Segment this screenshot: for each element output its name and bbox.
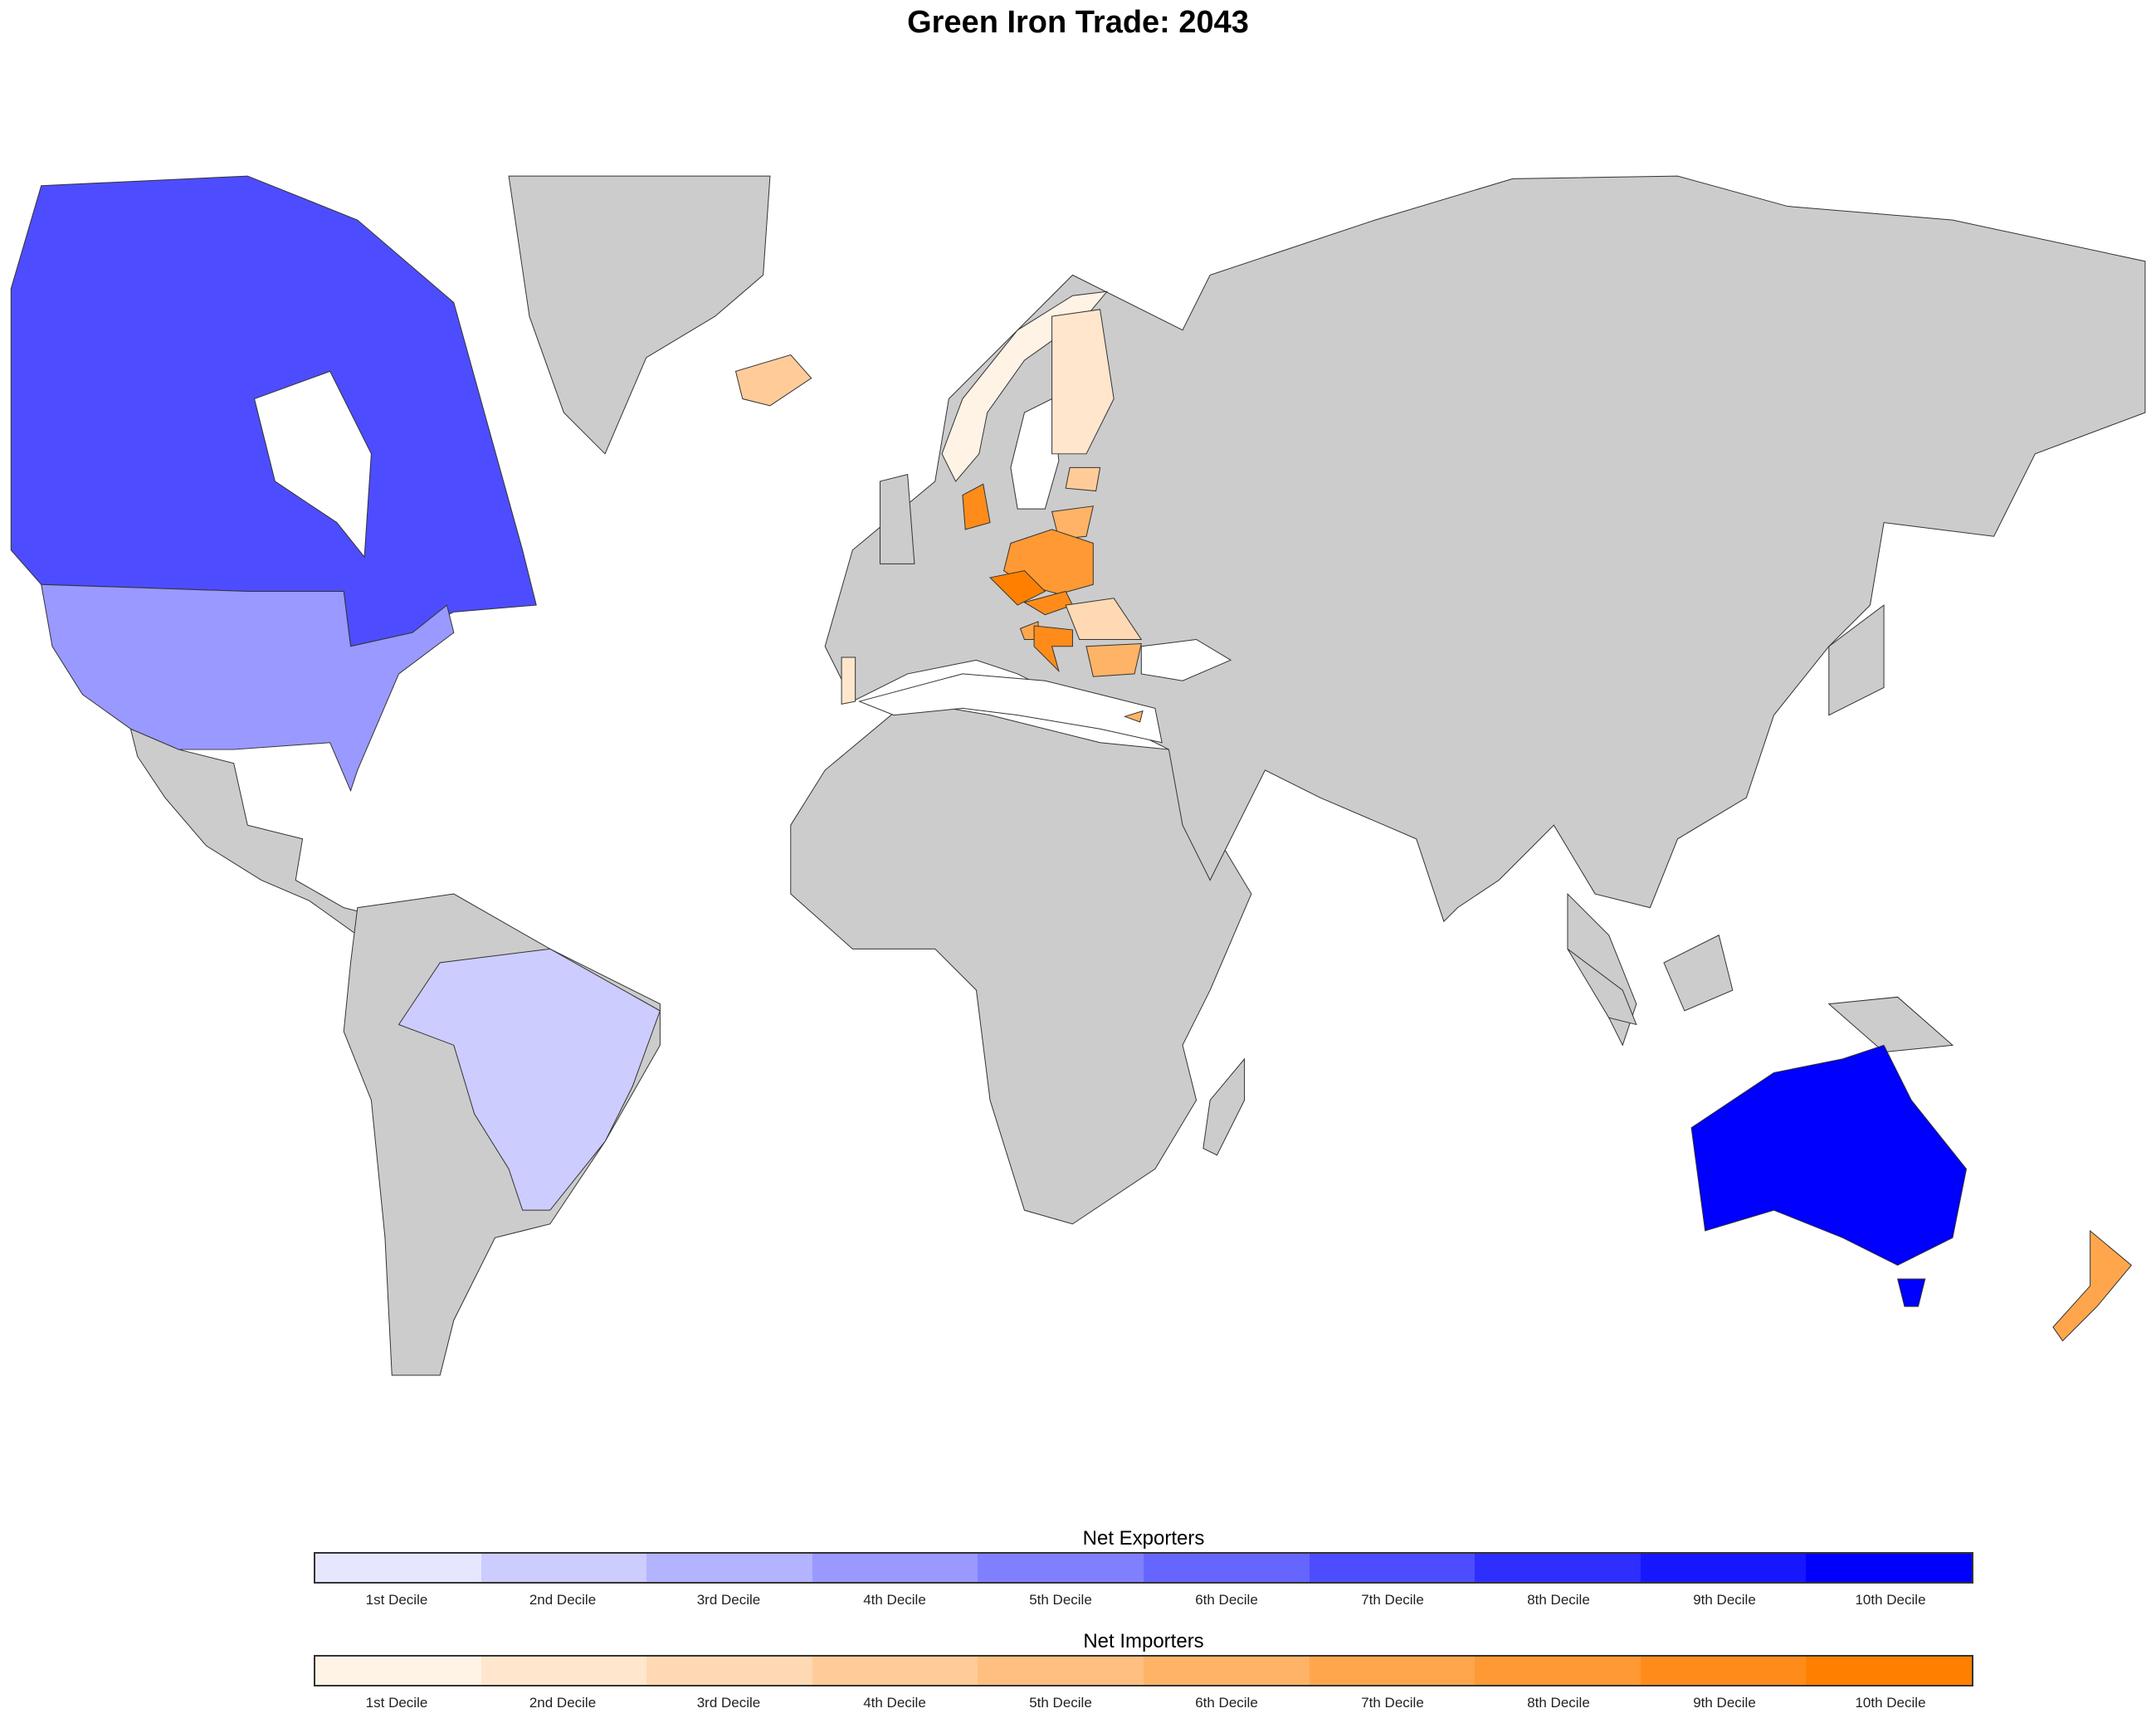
legend-label: 2nd Decile [529, 1695, 597, 1711]
country-finland[interactable] [1051, 309, 1115, 455]
legend-swatch [646, 1657, 812, 1685]
country-romania[interactable] [1065, 598, 1143, 641]
country-australia-tasmania[interactable] [1897, 1278, 1926, 1307]
country-united-states[interactable] [41, 583, 455, 793]
legend-label: 4th Decile [863, 1695, 926, 1711]
legend-label: 8th Decile [1527, 1695, 1590, 1711]
legend-colorbar [314, 1655, 1973, 1686]
legend-swatch [1806, 1657, 1972, 1685]
legend-swatch [1475, 1657, 1641, 1685]
country-cyprus[interactable] [1123, 710, 1144, 723]
country-portugal[interactable] [841, 656, 856, 705]
land-japan [1828, 604, 1885, 716]
legend-swatch [1640, 1657, 1807, 1685]
land-greenland [508, 175, 771, 455]
legend-labels: 1st Decile 2nd Decile 3rd Decile 4th Decile… [314, 1592, 1973, 1608]
legend-label: 6th Decile [1195, 1592, 1258, 1608]
legend-swatch [480, 1554, 647, 1582]
country-lithuania[interactable] [1051, 505, 1094, 540]
legend-label: 7th Decile [1361, 1695, 1424, 1711]
country-bulgaria[interactable] [1085, 642, 1142, 677]
legend-title: Net Exporters [1082, 1527, 1205, 1550]
legend-swatch [646, 1554, 812, 1582]
legend-swatch [1143, 1657, 1310, 1685]
country-new-zealand[interactable] [2052, 1229, 2133, 1342]
legend-swatch [812, 1657, 978, 1685]
country-iceland[interactable] [734, 354, 812, 407]
land-sumatra [1567, 948, 1637, 1026]
legend-label: 5th Decile [1029, 1695, 1092, 1711]
legend-swatch [1143, 1554, 1310, 1582]
land-southeast-asia [1567, 892, 1637, 1047]
map-title: Green Iron Trade: 2043 [907, 5, 1249, 40]
legend-label: 5th Decile [1029, 1592, 1092, 1608]
legend-label: 2nd Decile [529, 1592, 597, 1608]
legend-swatch [812, 1554, 978, 1582]
legend-swatch [1309, 1657, 1476, 1685]
land-borneo [1663, 935, 1734, 1012]
land-central-america [129, 728, 373, 936]
legend-label: 9th Decile [1693, 1695, 1756, 1711]
legend-swatch [1475, 1554, 1641, 1582]
legend-label: 8th Decile [1527, 1592, 1590, 1608]
legend-label: 3rd Decile [696, 1695, 761, 1711]
legend-label: 7th Decile [1361, 1592, 1424, 1608]
country-estonia[interactable] [1065, 466, 1101, 492]
legend-label: 1st Decile [365, 1592, 428, 1608]
legend-swatch [1309, 1554, 1476, 1582]
legend-swatch [978, 1657, 1144, 1685]
legend-label: 10th Decile [1855, 1592, 1926, 1608]
country-layer [10, 175, 2133, 1342]
legend-label: 10th Decile [1855, 1695, 1926, 1711]
mediterranean-sea [858, 673, 1163, 744]
land-uk [879, 474, 915, 564]
legend-label: 4th Decile [863, 1592, 926, 1608]
legend-label: 3rd Decile [696, 1592, 761, 1608]
hudson-bay [253, 370, 372, 559]
land-africa [790, 700, 1252, 1225]
legend-swatch [315, 1554, 481, 1582]
legend-net-importers: Net Importers 1st Decile 2nd Decile 3rd De… [314, 1630, 1973, 1711]
country-australia[interactable] [1690, 1044, 1968, 1266]
legend-label: 1st Decile [365, 1695, 428, 1711]
legend-title: Net Importers [1083, 1630, 1204, 1652]
legend-net-exporters: Net Exporters 1st Decile 2nd Decile 3rd De… [314, 1527, 1973, 1608]
legend-swatch [315, 1657, 481, 1685]
legend-label: 9th Decile [1693, 1592, 1756, 1608]
country-denmark[interactable] [962, 483, 991, 530]
legend-swatch [480, 1657, 647, 1685]
legend-swatch [1806, 1554, 1972, 1582]
country-croatia[interactable] [1033, 625, 1073, 673]
legend-colorbar [314, 1552, 1973, 1584]
land-madagascar [1202, 1057, 1246, 1156]
legend-label: 6th Decile [1195, 1695, 1258, 1711]
country-czechia[interactable] [989, 570, 1046, 606]
legend-labels: 1st Decile 2nd Decile 3rd Decile 4th Decile… [314, 1695, 1973, 1711]
legend-swatch [978, 1554, 1144, 1582]
land-new-guinea [1827, 996, 1954, 1053]
legend-swatch [1640, 1554, 1807, 1582]
country-brazil[interactable] [398, 948, 661, 1211]
black-sea [1140, 638, 1232, 681]
